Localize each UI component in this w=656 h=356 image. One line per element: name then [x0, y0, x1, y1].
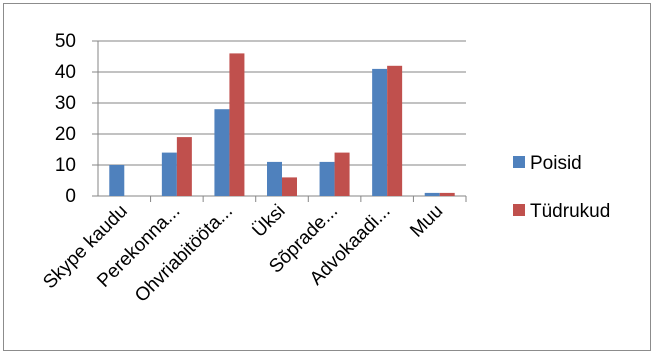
x-tick-label: Üksi: [249, 201, 290, 242]
bar-poisid-1: [161, 152, 177, 196]
legend-swatch-poisid: [513, 156, 525, 168]
bar-poisid-3: [267, 161, 282, 196]
legend-label-tüdrukud: Tüdrukud: [530, 201, 610, 222]
x-tick-label: Muu: [406, 201, 447, 242]
y-tick-label: 50: [55, 31, 76, 52]
bar-tüdrukud-2: [229, 53, 245, 197]
y-tick-label: 30: [55, 93, 76, 114]
bar-poisid-5: [372, 68, 388, 196]
x-tick-label: Ohvriabitööta...: [131, 201, 237, 307]
bar-tüdrukud-4: [334, 152, 350, 196]
bar-tüdrukud-3: [282, 177, 297, 196]
bar-tüdrukud-1: [176, 137, 192, 196]
y-tick-label: 10: [55, 155, 76, 176]
bar-poisid-2: [214, 109, 230, 196]
y-tick-label: 0: [65, 186, 76, 207]
bar-poisid-0: [109, 165, 125, 196]
bar-poisid-4: [319, 161, 335, 196]
bar-poisid-6: [424, 192, 440, 196]
y-tick-label: 40: [55, 62, 76, 83]
legend-swatch-tüdrukud: [513, 204, 525, 216]
bar-tüdrukud-6: [439, 192, 455, 196]
bar-tüdrukud-5: [387, 65, 403, 196]
legend-label-poisid: Poisid: [530, 153, 582, 174]
y-tick-label: 20: [55, 124, 76, 145]
